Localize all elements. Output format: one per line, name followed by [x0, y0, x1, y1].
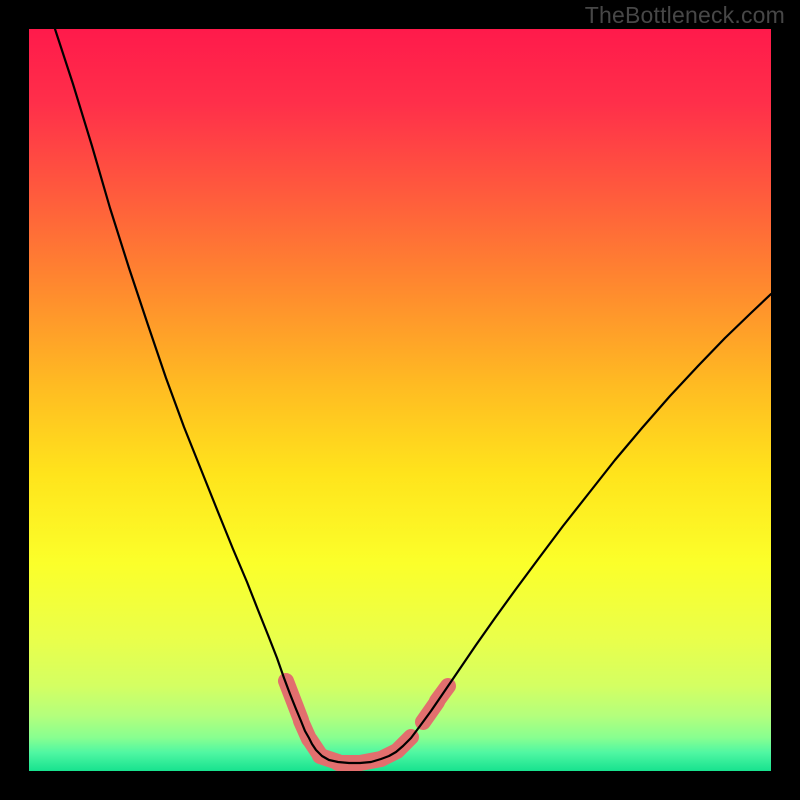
chart-svg [0, 0, 800, 800]
plot-area [29, 29, 771, 771]
chart-root: TheBottleneck.com [0, 0, 800, 800]
